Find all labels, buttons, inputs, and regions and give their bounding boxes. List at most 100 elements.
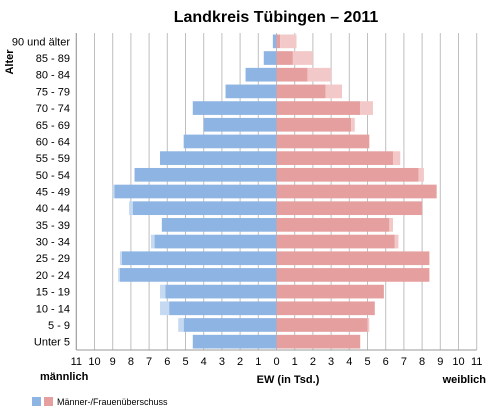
female-surplus-bar xyxy=(418,167,424,182)
age-group-label: 70 - 74 xyxy=(36,103,70,115)
male-bar xyxy=(114,184,277,199)
male-side-label: männlich xyxy=(40,371,89,383)
legend-label: Männer-/Frauenüberschuss xyxy=(57,397,168,407)
x-tick-label: 3 xyxy=(328,356,334,368)
male-surplus-bar xyxy=(129,201,133,216)
x-tick-label: 9 xyxy=(110,356,116,368)
male-surplus-bar xyxy=(160,301,170,316)
age-group-label: 35 - 39 xyxy=(36,220,70,232)
female-bar xyxy=(276,34,281,49)
age-group-label: 50 - 54 xyxy=(36,170,70,182)
female-surplus-bar xyxy=(307,67,332,82)
female-surplus-bar xyxy=(280,34,297,49)
female-surplus-bar xyxy=(394,234,399,249)
male-surplus-bar xyxy=(178,318,184,332)
male-bar xyxy=(183,318,277,332)
x-tick-label: 5 xyxy=(182,356,188,368)
male-surplus-bar xyxy=(112,184,115,199)
age-group-label: 65 - 69 xyxy=(36,120,70,132)
female-bar xyxy=(276,318,368,332)
female-bar xyxy=(276,184,437,199)
x-tick-label: 8 xyxy=(128,356,134,368)
female-surplus-bar xyxy=(360,101,373,115)
female-bar xyxy=(276,268,430,282)
x-tick-label: 7 xyxy=(146,356,152,368)
x-tick-label: 4 xyxy=(346,356,352,368)
female-bar xyxy=(276,101,361,115)
x-tick-label: 7 xyxy=(401,356,407,368)
bars xyxy=(112,34,437,349)
age-group-label: 30 - 34 xyxy=(36,237,70,249)
x-tick-label: 1 xyxy=(255,356,261,368)
x-tick-label: 6 xyxy=(383,356,389,368)
age-group-label: 85 - 89 xyxy=(36,53,70,65)
male-bar xyxy=(225,84,277,99)
male-bar xyxy=(121,251,277,266)
male-bar xyxy=(154,234,277,249)
female-surplus-bar xyxy=(325,84,343,99)
female-surplus-bar xyxy=(351,117,355,132)
age-group-label: 40 - 44 xyxy=(36,203,70,215)
x-tick-label: 10 xyxy=(452,356,464,368)
male-bar xyxy=(203,117,277,132)
male-surplus-bar xyxy=(119,251,122,266)
male-bar xyxy=(183,134,277,149)
x-axis-label: EW (in Tsd.) xyxy=(257,374,320,386)
x-tick-label: 9 xyxy=(437,356,443,368)
female-bar xyxy=(276,134,370,149)
age-group-label: 80 - 84 xyxy=(36,70,70,82)
female-bar xyxy=(276,117,352,132)
legend-swatch-male xyxy=(32,397,41,406)
female-bar xyxy=(276,251,430,266)
female-bar xyxy=(276,334,361,349)
chart-title: Landkreis Tübingen – 2011 xyxy=(174,9,379,26)
male-bar xyxy=(160,151,277,165)
x-tick-label: 11 xyxy=(71,356,82,368)
female-surplus-bar xyxy=(367,318,370,332)
age-group-label: 5 - 9 xyxy=(48,320,70,332)
legend-swatch-female xyxy=(44,397,53,406)
y-axis-label: Alter xyxy=(4,49,16,75)
male-bar xyxy=(192,101,277,115)
x-tick-label: 4 xyxy=(201,356,207,368)
male-bar xyxy=(272,34,277,49)
female-bar xyxy=(276,84,326,99)
male-bar xyxy=(134,167,277,182)
female-surplus-bar xyxy=(392,151,401,165)
age-group-label: 15 - 19 xyxy=(36,287,70,299)
male-bar xyxy=(263,51,277,65)
male-bar xyxy=(165,284,277,299)
female-bar xyxy=(276,67,308,82)
female-side-label: weiblich xyxy=(442,374,487,386)
female-bar xyxy=(276,201,423,216)
male-bar xyxy=(169,301,277,316)
x-tick-label: 2 xyxy=(310,356,316,368)
female-bar xyxy=(276,301,375,316)
x-tick-label: 6 xyxy=(164,356,170,368)
male-bar xyxy=(132,201,277,216)
male-surplus-bar xyxy=(150,234,155,249)
x-tick-label: 11 xyxy=(471,356,482,368)
female-surplus-bar xyxy=(292,51,313,65)
female-bar xyxy=(276,218,390,232)
x-tick-label: 5 xyxy=(364,356,370,368)
female-surplus-bar xyxy=(389,218,393,232)
age-group-label: 75 - 79 xyxy=(36,86,70,98)
male-surplus-bar xyxy=(118,268,120,282)
age-group-label: 45 - 49 xyxy=(36,187,70,199)
male-bar xyxy=(245,67,277,82)
female-bar xyxy=(276,51,293,65)
age-group-label: 20 - 24 xyxy=(36,270,70,282)
x-tick-label: 2 xyxy=(237,356,243,368)
age-group-label: 60 - 64 xyxy=(36,136,70,148)
male-surplus-bar xyxy=(160,284,166,299)
male-bar xyxy=(192,334,277,349)
age-group-label: 55 - 59 xyxy=(36,153,70,165)
male-bar xyxy=(119,268,277,282)
age-group-label: Unter 5 xyxy=(34,337,70,349)
male-bar xyxy=(161,218,277,232)
x-tick-label: 1 xyxy=(292,356,298,368)
age-group-label: 10 - 14 xyxy=(36,303,70,315)
